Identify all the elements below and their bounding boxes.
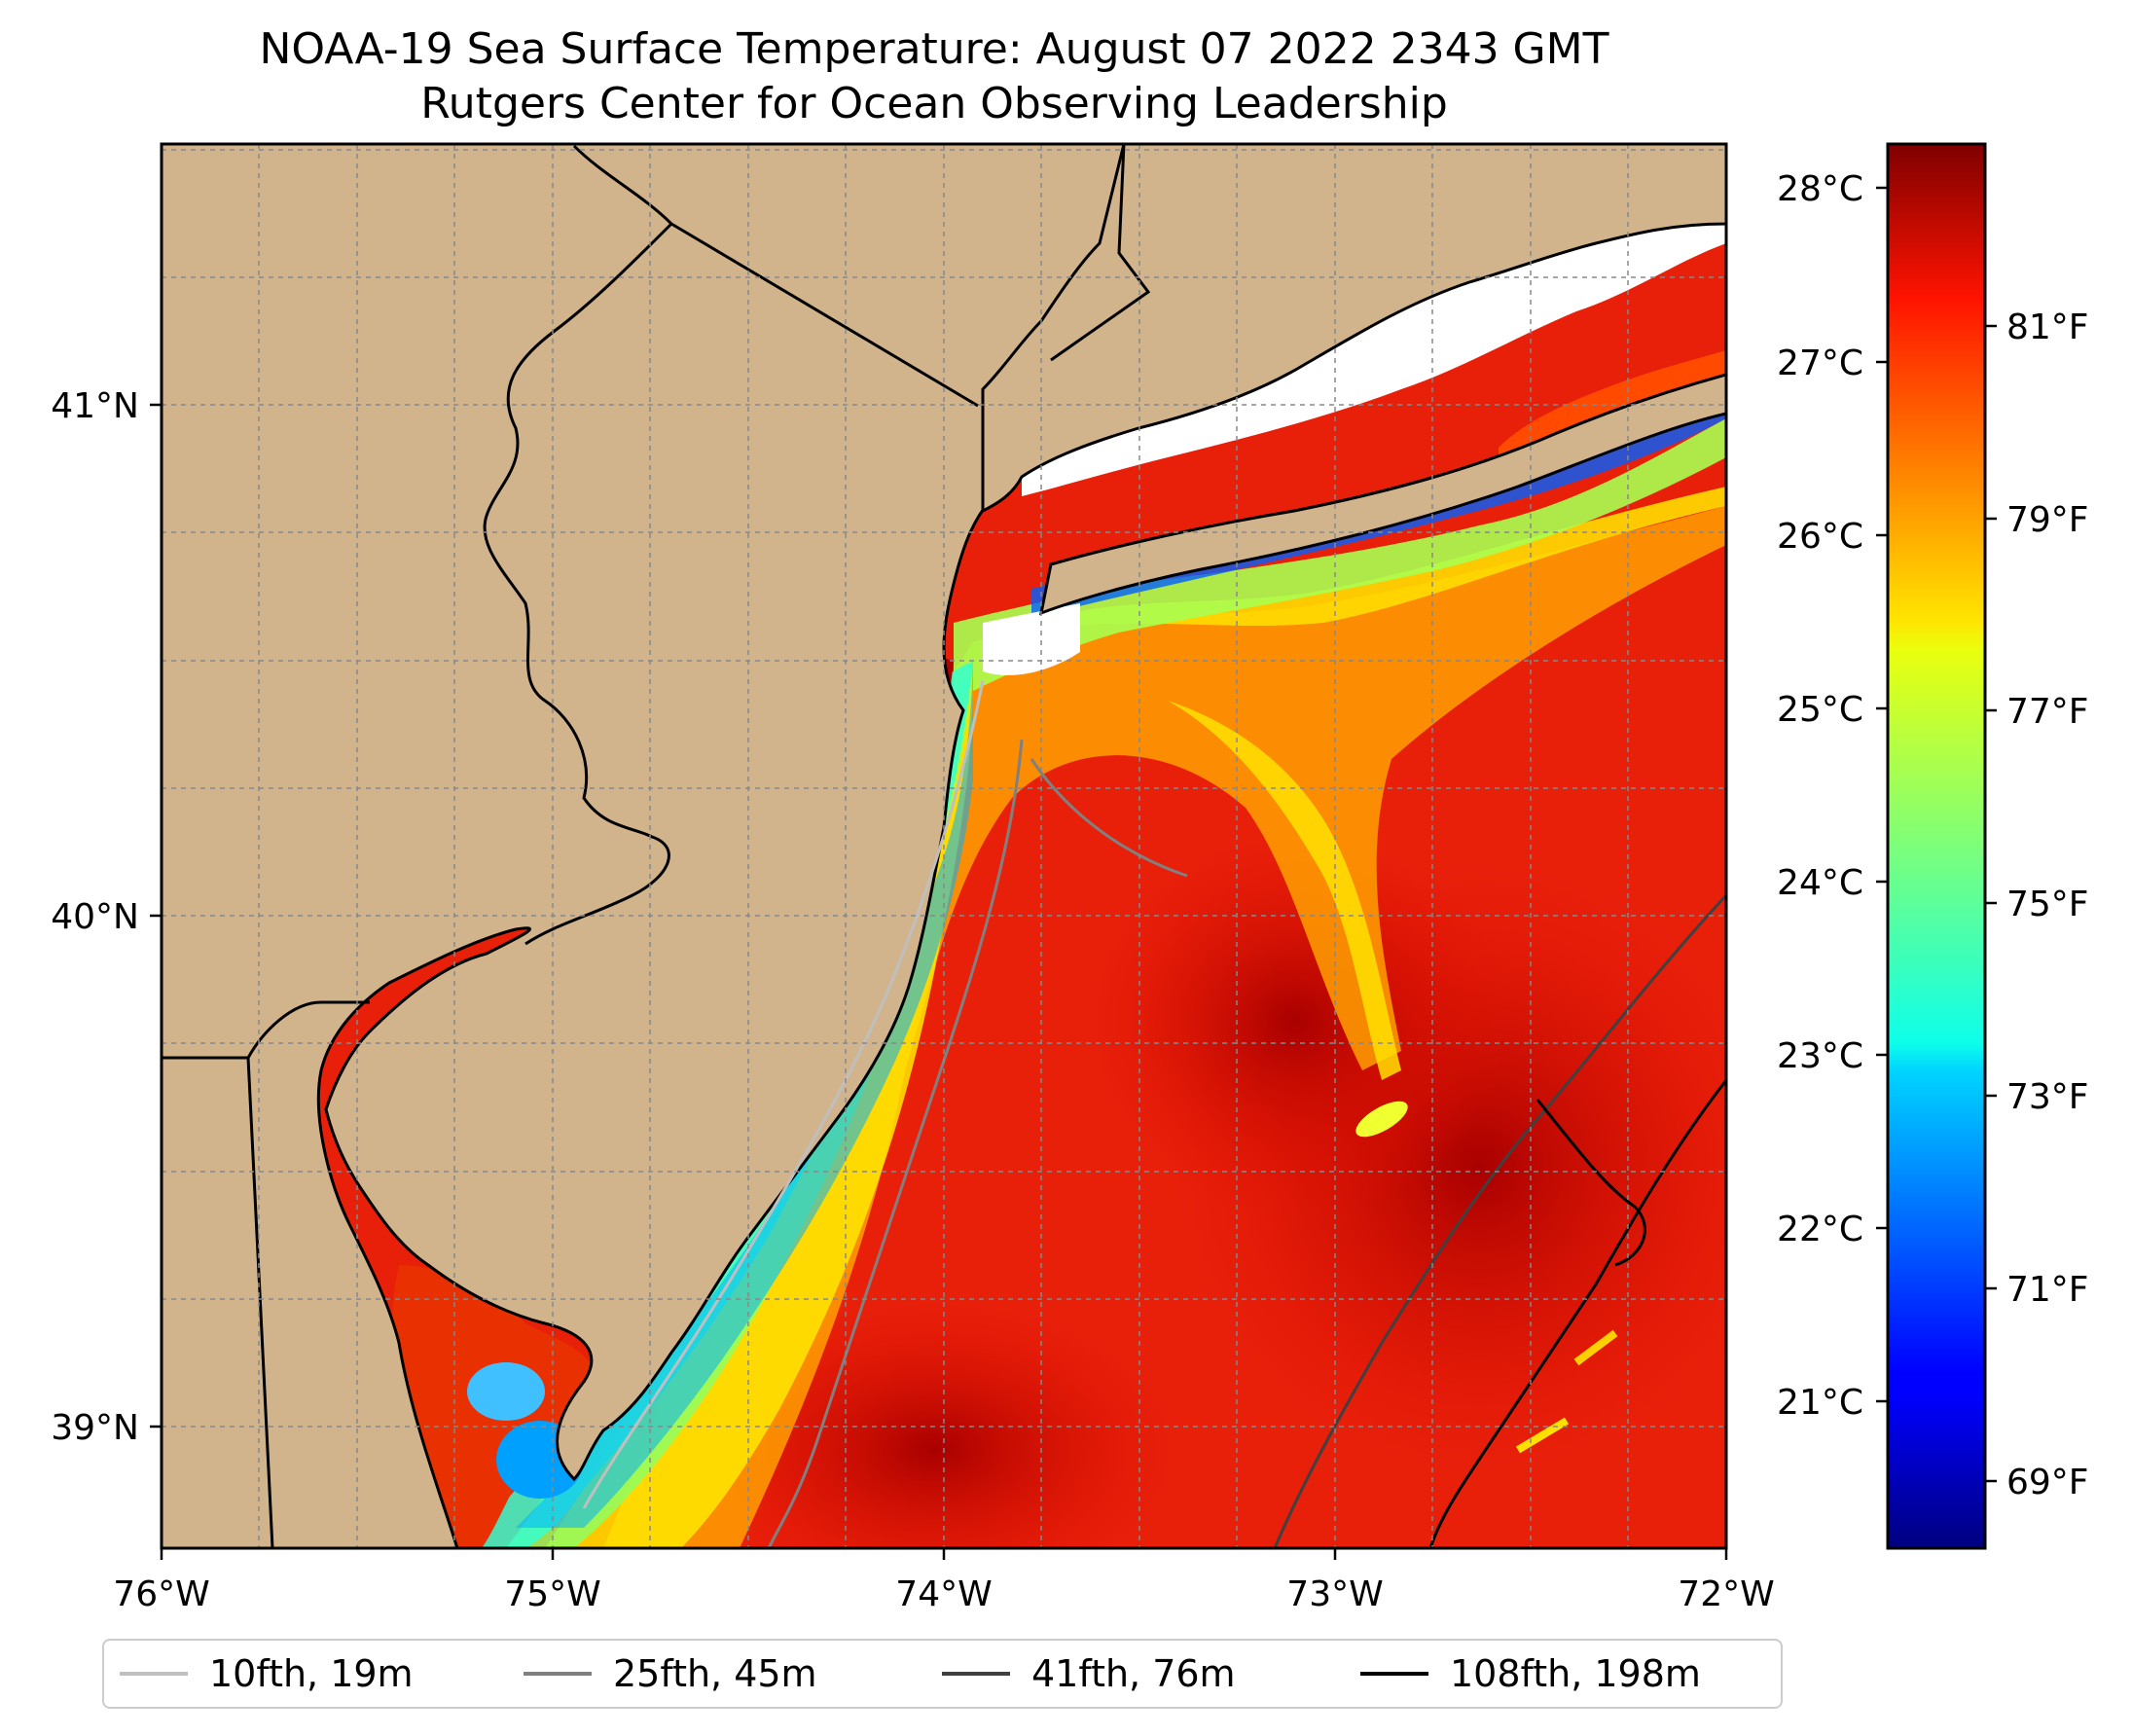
lat-tick-label: 41°N [51,386,139,426]
sst-warm-core-central [1080,827,1508,1216]
sst-green-band-north [954,418,1726,701]
axis-ticks [150,403,1728,1560]
state-line-delaware-maryland [162,1056,274,1548]
land-new-york-connecticut [981,144,1726,514]
contour-25fth [767,739,1188,1548]
map-panel [162,144,1726,1548]
colorbar-fahrenheit-label: 73°F [2006,1077,2089,1117]
colorbar-fahrenheit-label: 75°F [2006,885,2089,924]
state-line-nj-ny-north [572,144,673,226]
contour-legend: 10fth, 19m 25fth, 45m 41fth, 76m 108fth,… [102,1639,1783,1709]
land-new-jersey-delaware-pennsylvania [162,144,1126,1548]
colorbar-celsius-ticks [1876,186,1888,1403]
legend-line-swatch [942,1672,1010,1676]
colorbar-celsius-label: 26°C [1777,517,1863,557]
contour-41fth [1273,893,1726,1548]
figure-title-line1: NOAA-19 Sea Surface Temperature: August … [259,24,1609,74]
colorbar-celsius-label: 28°C [1777,169,1863,209]
sst-delaware-bay-cool [467,1362,545,1421]
colorbar-celsius-label: 21°C [1777,1383,1863,1423]
colorbar-fahrenheit-ticks [1985,324,1997,1483]
no-data-long-island-sound [1022,222,1726,497]
legend-item-10fth: 10fth, 19m [104,1641,508,1707]
colorbar-celsius-label: 22°C [1777,1210,1863,1249]
contour-10fth [582,680,985,1509]
legend-line-swatch [524,1672,592,1676]
contour-108fth [1428,1079,1726,1548]
colorbar-fahrenheit-label: 71°F [2006,1270,2089,1310]
legend-line-swatch [1360,1672,1428,1676]
no-data-ny-bight [983,603,1080,675]
colorbar-fahrenheit-label: 77°F [2006,692,2089,732]
legend-label: 10fth, 19m [209,1652,414,1695]
lat-tick-label: 40°N [51,897,139,937]
sst-blue-nearshore [516,642,973,1528]
graticule [162,144,1726,1548]
sst-streak [1573,1329,1618,1366]
state-line-pa-de-arc [246,1000,370,1059]
lon-tick-label: 72°W [1678,1574,1774,1614]
colorbar-fahrenheit-label: 69°F [2006,1463,2089,1502]
colorbar-fahrenheit-label: 81°F [2006,307,2089,347]
colorbar-fahrenheit-label: 79°F [2006,500,2089,540]
legend-item-41fth: 41fth, 76m [926,1641,1345,1707]
lon-tick-label: 73°W [1286,1574,1383,1614]
colorbar [1886,142,1987,1550]
state-line-ny-ct [1050,144,1151,362]
lon-tick-label: 74°W [895,1574,992,1614]
legend-label: 25fth, 45m [613,1652,817,1695]
legend-line-swatch [120,1672,188,1676]
sst-yellow-filament-central [1168,701,1401,1080]
colorbar-celsius-label: 23°C [1777,1036,1863,1076]
river-delaware-boundary [483,222,673,946]
legend-item-25fth: 25fth, 45m [508,1641,926,1707]
state-line-nj-ny [670,222,979,408]
lon-tick-label: 75°W [504,1574,600,1614]
legend-label: 108fth, 198m [1450,1652,1701,1695]
colorbar-celsius-label: 27°C [1777,344,1863,383]
legend-label: 41fth, 76m [1031,1652,1236,1695]
lon-tick-label: 76°W [113,1574,209,1614]
contour-108fth-canyon [1536,1099,1646,1267]
sst-eddy-spot [1355,1101,1408,1138]
legend-item-108fth: 108fth, 198m [1345,1641,1701,1707]
sst-streak [1515,1417,1570,1454]
colorbar-celsius-label: 24°C [1777,863,1863,903]
figure-title-line2: Rutgers Center for Ocean Observing Leade… [420,79,1448,128]
lat-tick-label: 39°N [51,1408,139,1448]
colorbar-celsius-label: 25°C [1777,690,1863,730]
